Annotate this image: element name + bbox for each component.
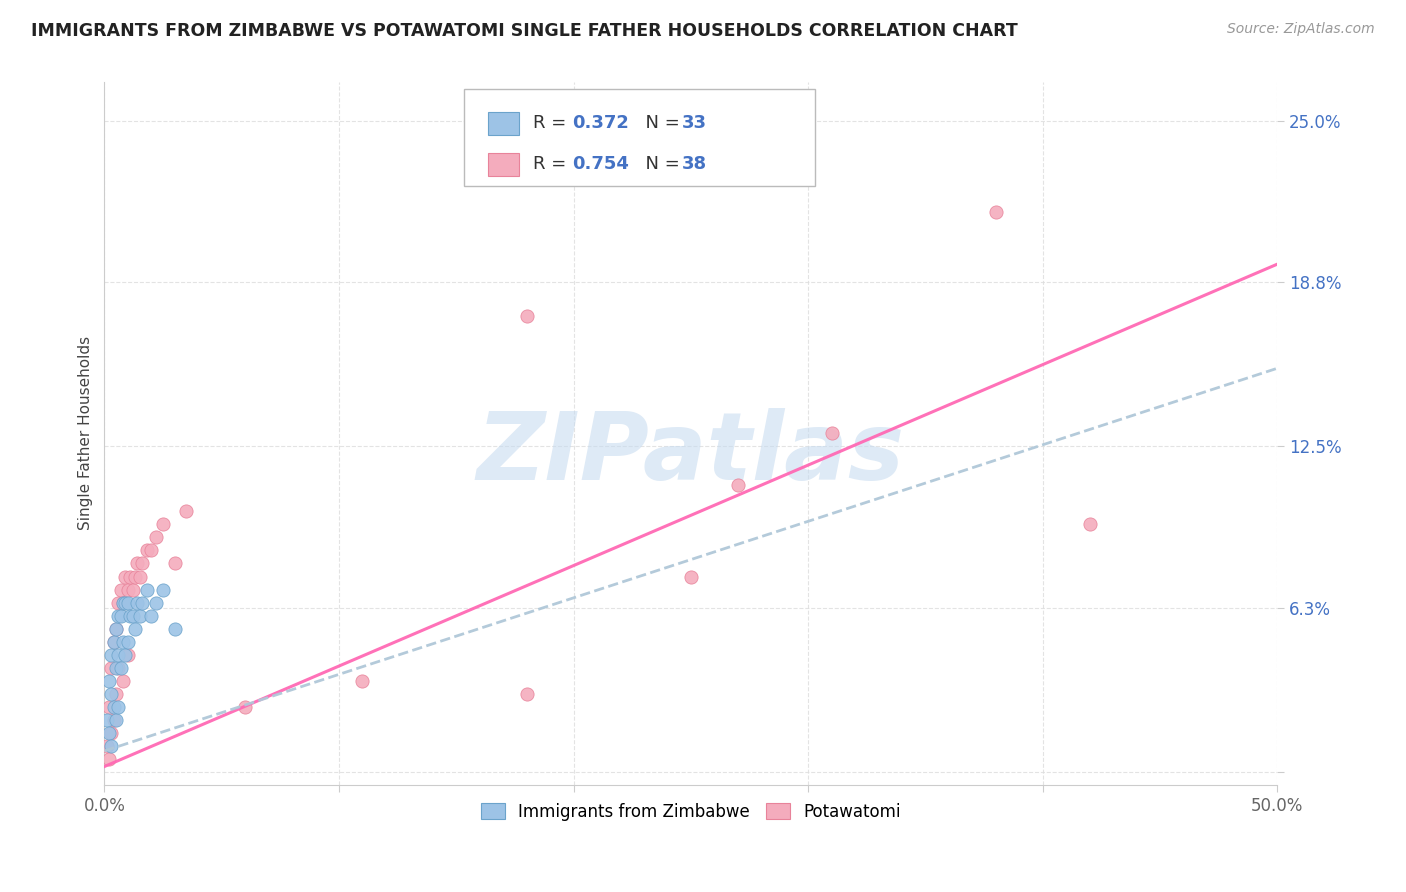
- Point: [103, 699, 125, 714]
- Point: [114, 648, 136, 662]
- Point: [124, 622, 146, 636]
- Point: [117, 582, 139, 597]
- Point: [107, 648, 129, 662]
- Point: [135, 543, 157, 558]
- Point: [105, 660, 128, 674]
- Point: [107, 699, 129, 714]
- Text: 0.754: 0.754: [572, 155, 628, 173]
- Point: [131, 595, 153, 609]
- Point: [121, 582, 143, 597]
- Point: [120, 608, 142, 623]
- Point: [135, 582, 157, 597]
- Point: [820, 426, 842, 441]
- Point: [105, 687, 128, 701]
- Text: IMMIGRANTS FROM ZIMBABWE VS POTAWATOMI SINGLE FATHER HOUSEHOLDS CORRELATION CHAR: IMMIGRANTS FROM ZIMBABWE VS POTAWATOMI S…: [31, 22, 1018, 40]
- Text: N =: N =: [634, 114, 686, 132]
- Point: [98, 725, 121, 739]
- Point: [96, 713, 118, 727]
- Point: [98, 673, 121, 688]
- Point: [96, 739, 118, 753]
- Point: [131, 557, 153, 571]
- Point: [110, 660, 132, 674]
- Text: N =: N =: [634, 155, 686, 173]
- Point: [103, 634, 125, 648]
- Point: [117, 595, 139, 609]
- Point: [152, 517, 174, 532]
- Point: [103, 713, 125, 727]
- Point: [984, 205, 1007, 219]
- Point: [103, 634, 125, 648]
- Point: [124, 569, 146, 583]
- Text: 38: 38: [682, 155, 707, 173]
- Point: [112, 634, 135, 648]
- Point: [127, 595, 149, 609]
- Point: [141, 543, 163, 558]
- Point: [516, 309, 538, 323]
- Point: [121, 608, 143, 623]
- Point: [100, 660, 122, 674]
- Point: [107, 595, 129, 609]
- Point: [114, 569, 136, 583]
- Point: [107, 608, 129, 623]
- Text: 0.372: 0.372: [572, 114, 628, 132]
- Point: [112, 595, 135, 609]
- Point: [117, 634, 139, 648]
- Text: ZIPatlas: ZIPatlas: [477, 409, 905, 500]
- Point: [727, 478, 749, 492]
- Point: [352, 673, 374, 688]
- Text: R =: R =: [533, 155, 572, 173]
- Point: [98, 699, 121, 714]
- Text: Source: ZipAtlas.com: Source: ZipAtlas.com: [1227, 22, 1375, 37]
- Point: [105, 622, 128, 636]
- Text: 33: 33: [682, 114, 707, 132]
- Text: R =: R =: [533, 114, 572, 132]
- Point: [112, 673, 135, 688]
- Point: [100, 739, 122, 753]
- Point: [117, 648, 139, 662]
- Point: [105, 622, 128, 636]
- Legend: Immigrants from Zimbabwe, Potawatomi: Immigrants from Zimbabwe, Potawatomi: [472, 795, 908, 830]
- Point: [105, 713, 128, 727]
- Y-axis label: Single Father Households: Single Father Households: [79, 336, 93, 531]
- Point: [152, 582, 174, 597]
- Point: [110, 582, 132, 597]
- Point: [98, 752, 121, 766]
- Point: [233, 699, 256, 714]
- Point: [128, 569, 150, 583]
- Point: [120, 569, 142, 583]
- Point: [107, 660, 129, 674]
- Point: [110, 608, 132, 623]
- Point: [163, 557, 186, 571]
- Point: [176, 504, 198, 518]
- Point: [100, 725, 122, 739]
- Point: [1078, 517, 1101, 532]
- Point: [145, 531, 167, 545]
- Point: [516, 687, 538, 701]
- Point: [128, 608, 150, 623]
- Point: [112, 595, 135, 609]
- Point: [100, 648, 122, 662]
- Point: [100, 687, 122, 701]
- Point: [145, 595, 167, 609]
- Point: [163, 622, 186, 636]
- Point: [127, 557, 149, 571]
- Point: [141, 608, 163, 623]
- Point: [679, 569, 702, 583]
- Point: [114, 595, 136, 609]
